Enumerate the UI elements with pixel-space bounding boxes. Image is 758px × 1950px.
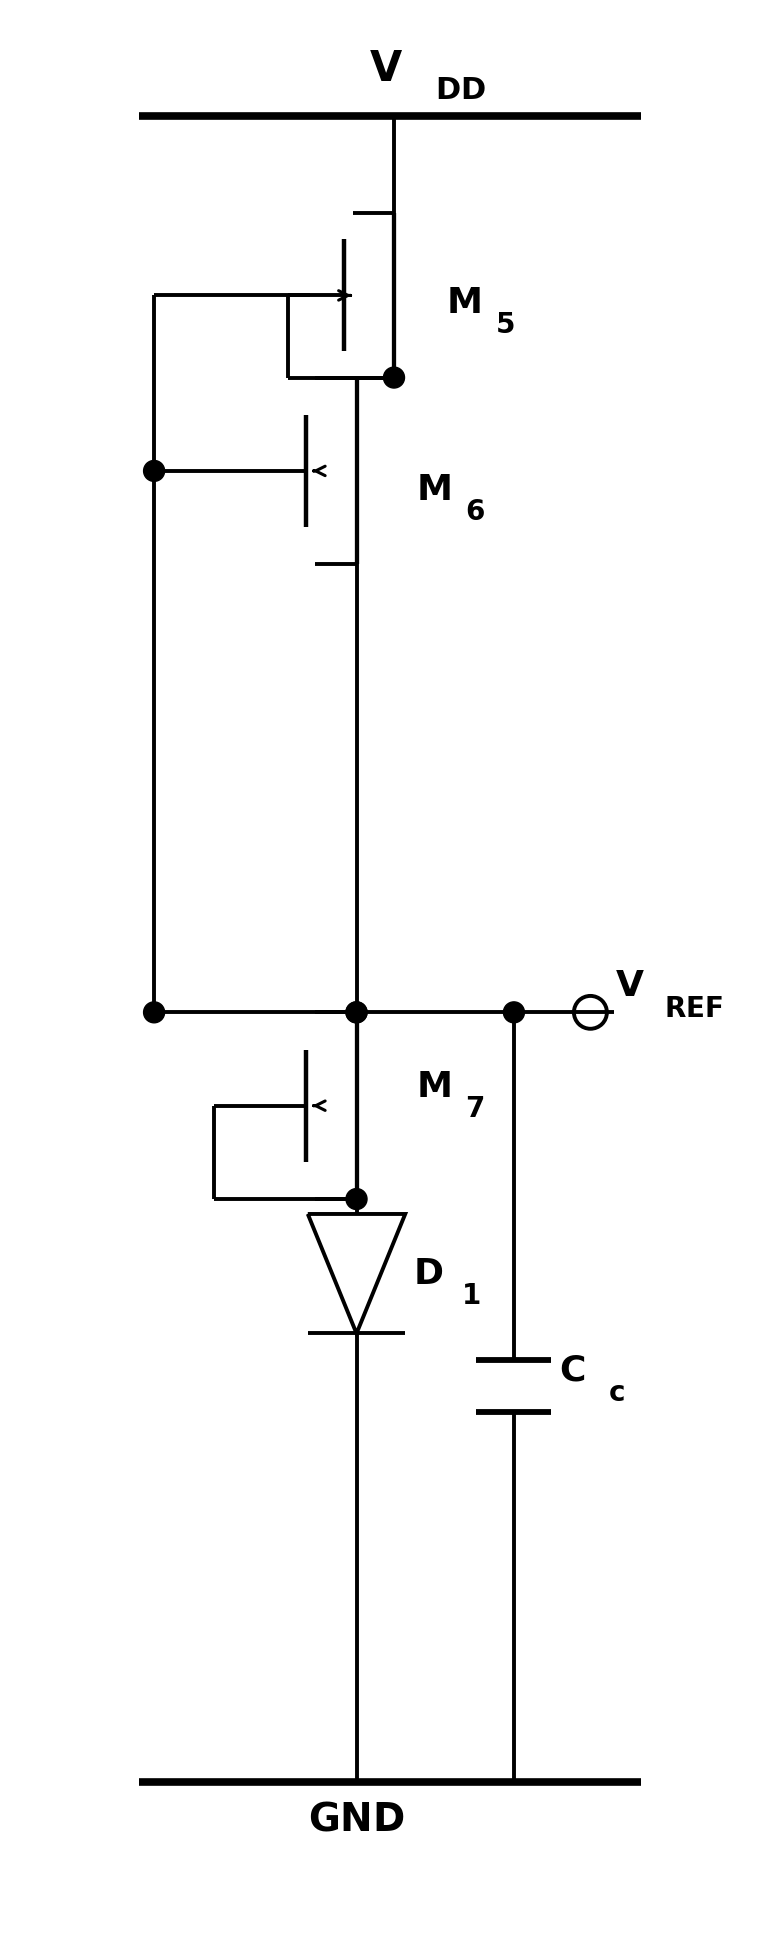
Text: $\mathbf{6}$: $\mathbf{6}$ — [465, 497, 485, 526]
Text: $\mathbf{7}$: $\mathbf{7}$ — [465, 1096, 484, 1123]
Text: $\mathbf{M}$: $\mathbf{M}$ — [416, 472, 451, 507]
Circle shape — [346, 1002, 367, 1024]
Text: $\mathbf{1}$: $\mathbf{1}$ — [462, 1281, 481, 1310]
Circle shape — [143, 1002, 164, 1024]
Circle shape — [346, 1190, 367, 1209]
Text: $\mathbf{V}$: $\mathbf{V}$ — [369, 49, 403, 90]
Text: $\mathbf{GND}$: $\mathbf{GND}$ — [309, 1800, 405, 1839]
Circle shape — [346, 1002, 367, 1024]
Text: $\mathbf{C}$: $\mathbf{C}$ — [559, 1353, 585, 1388]
Text: $\mathbf{DD}$: $\mathbf{DD}$ — [435, 76, 486, 105]
Text: $\mathbf{D}$: $\mathbf{D}$ — [413, 1256, 443, 1291]
Circle shape — [384, 367, 405, 388]
Text: $\mathbf{c}$: $\mathbf{c}$ — [608, 1379, 625, 1408]
Circle shape — [503, 1002, 525, 1024]
Text: $\mathbf{REF}$: $\mathbf{REF}$ — [664, 994, 723, 1022]
Text: $\mathbf{5}$: $\mathbf{5}$ — [495, 312, 515, 339]
Circle shape — [143, 460, 164, 482]
Text: $\mathbf{V}$: $\mathbf{V}$ — [615, 969, 645, 1002]
Text: $\mathbf{M}$: $\mathbf{M}$ — [446, 287, 481, 320]
Text: $\mathbf{M}$: $\mathbf{M}$ — [416, 1071, 451, 1104]
